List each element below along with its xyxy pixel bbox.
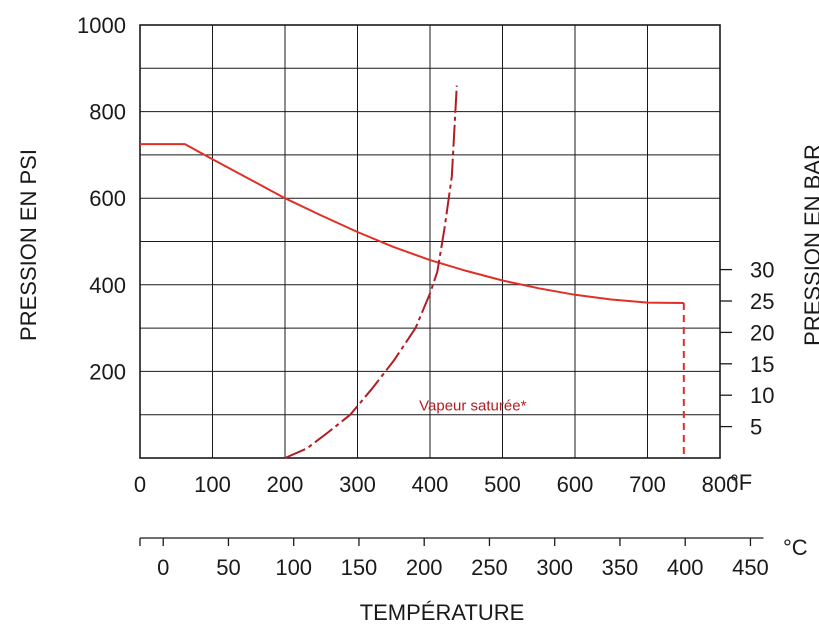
x-fahrenheit-tick-label: 100 bbox=[194, 472, 231, 497]
y-left-tick-label: 600 bbox=[89, 186, 126, 211]
grid bbox=[139, 24, 721, 459]
saturated-steam-curve bbox=[284, 85, 458, 459]
y-right-tick-label: 25 bbox=[750, 289, 774, 314]
y-right-tick-label: 5 bbox=[750, 415, 762, 440]
x-celsius-tick-label: 0 bbox=[157, 555, 169, 580]
x-celsius-tick-label: 50 bbox=[216, 555, 240, 580]
x-fahrenheit-tick-label: 300 bbox=[339, 472, 376, 497]
y-left-axis-title: PRESSION EN PSI bbox=[16, 149, 41, 341]
x-axis-title: TEMPÉRATURE bbox=[360, 600, 525, 625]
y-right-tick-label: 10 bbox=[750, 383, 774, 408]
celsius-unit-label: °C bbox=[783, 535, 808, 560]
y-right-tick-label: 30 bbox=[750, 258, 774, 283]
x-celsius-tick-label: 150 bbox=[341, 555, 378, 580]
x-celsius-tick-label: 400 bbox=[667, 555, 704, 580]
pressure-rating-line bbox=[140, 143, 684, 304]
x-celsius-tick-label: 100 bbox=[275, 555, 312, 580]
fahrenheit-unit-label: °F bbox=[730, 470, 752, 495]
x-fahrenheit-tick-label: 200 bbox=[267, 472, 304, 497]
x-fahrenheit-tick-label: 800 bbox=[702, 472, 739, 497]
x-celsius-tick-label: 450 bbox=[732, 555, 769, 580]
x-celsius-tick-label: 350 bbox=[602, 555, 639, 580]
y-right-axis-title: PRESSION EN BAR bbox=[800, 144, 819, 346]
y-left-tick-label: 200 bbox=[89, 359, 126, 384]
x-fahrenheit-tick-label: 600 bbox=[557, 472, 594, 497]
x-fahrenheit-tick-label: 0 bbox=[134, 472, 146, 497]
y-left-tick-label: 800 bbox=[89, 100, 126, 125]
y-left-tick-label: 1000 bbox=[77, 13, 126, 38]
saturated-steam-annotation: Vapeur saturée* bbox=[419, 397, 526, 414]
series-layer bbox=[140, 85, 685, 459]
x-celsius-tick-label: 200 bbox=[406, 555, 443, 580]
x-fahrenheit-tick-label: 500 bbox=[484, 472, 521, 497]
y-right-tick-label: 15 bbox=[750, 352, 774, 377]
x-fahrenheit-tick-label: 700 bbox=[629, 472, 666, 497]
x-celsius-tick-label: 250 bbox=[471, 555, 508, 580]
x-fahrenheit-tick-label: 400 bbox=[412, 472, 449, 497]
y-right-tick-label: 20 bbox=[750, 320, 774, 345]
y-left-tick-label: 400 bbox=[89, 273, 126, 298]
x-celsius-tick-label: 300 bbox=[536, 555, 573, 580]
